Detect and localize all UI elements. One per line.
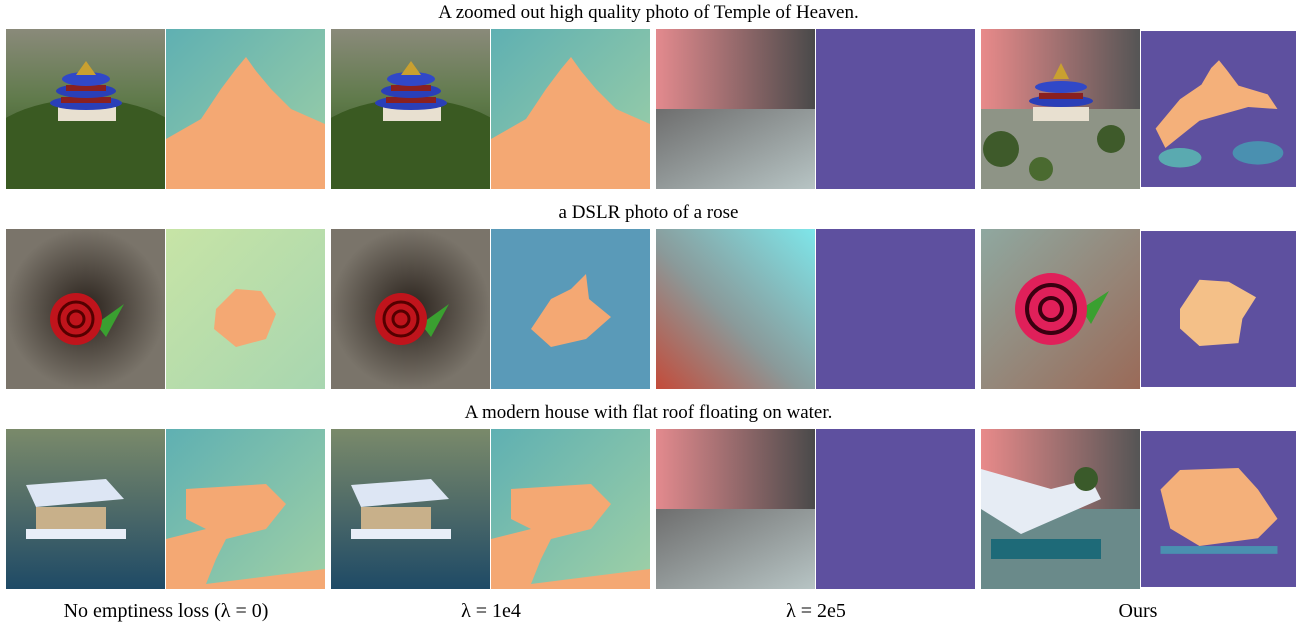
row-caption: a DSLR photo of a rose <box>558 202 739 223</box>
rgb-image <box>656 29 815 189</box>
column-label: No emptiness loss (λ = 0) <box>63 600 269 622</box>
depth-map <box>1141 231 1296 387</box>
rgb-image <box>656 429 815 589</box>
rgb-image <box>6 229 165 389</box>
depth-map <box>816 429 975 589</box>
column-label: λ = 1e4 <box>461 600 521 622</box>
rgb-image <box>981 429 1140 589</box>
rgb-image <box>331 229 490 389</box>
rgb-image <box>656 229 815 389</box>
rgb-image <box>6 429 165 589</box>
depth-map <box>1141 431 1296 587</box>
rgb-image <box>331 29 490 189</box>
depth-map <box>166 29 325 189</box>
column-label: λ = 2e5 <box>786 600 846 622</box>
column-label: Ours <box>1118 600 1158 622</box>
depth-map <box>491 29 650 189</box>
depth-map <box>166 229 325 389</box>
row-caption: A zoomed out high quality photo of Templ… <box>438 2 859 23</box>
rgb-image <box>981 29 1140 189</box>
depth-map <box>491 229 650 389</box>
depth-map <box>166 429 325 589</box>
depth-map <box>816 29 975 189</box>
rgb-image <box>331 429 490 589</box>
depth-map <box>491 429 650 589</box>
depth-map <box>1141 31 1296 187</box>
rgb-image <box>981 229 1140 389</box>
depth-map <box>816 229 975 389</box>
row-caption: A modern house with flat roof floating o… <box>464 402 833 423</box>
